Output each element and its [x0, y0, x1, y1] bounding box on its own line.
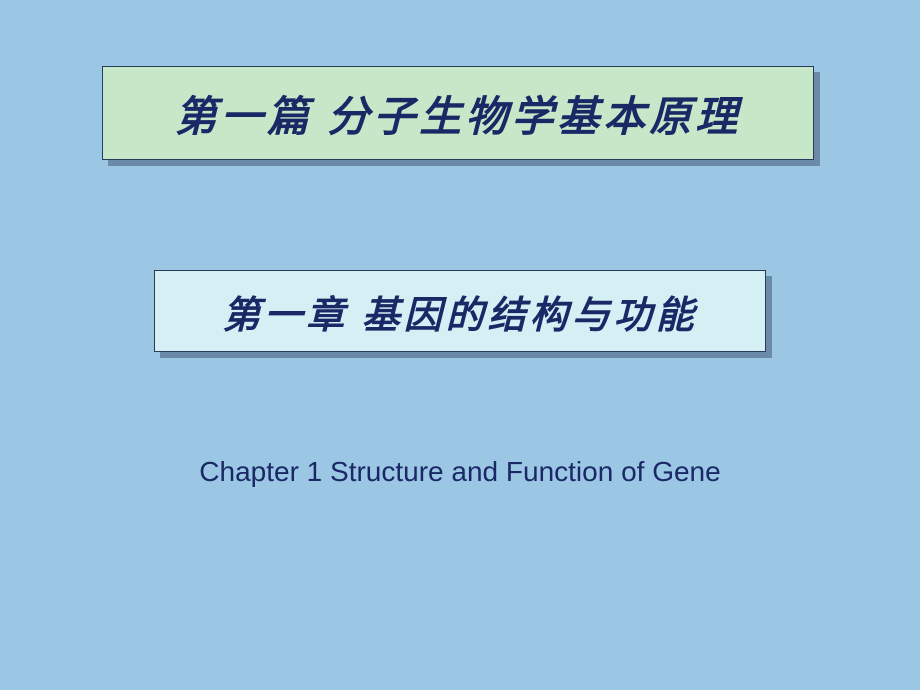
chapter-title-text: 第一章 基因的结构与功能	[222, 284, 698, 339]
chapter-title-box: 第一章 基因的结构与功能	[154, 270, 766, 352]
chapter-subtitle: Chapter 1 Structure and Function of Gene	[0, 456, 920, 488]
part-title-box: 第一篇 分子生物学基本原理	[102, 66, 814, 160]
part-title-text: 第一篇 分子生物学基本原理	[175, 83, 742, 144]
